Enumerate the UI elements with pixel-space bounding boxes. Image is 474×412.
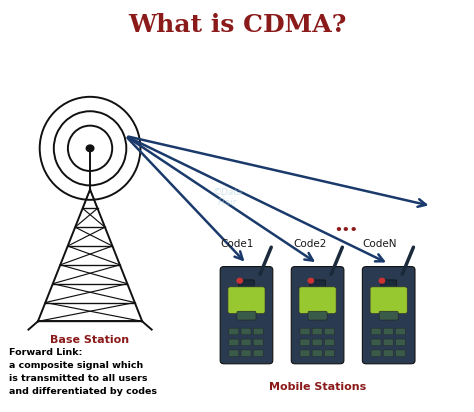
Circle shape	[237, 279, 242, 283]
Circle shape	[379, 279, 384, 283]
FancyBboxPatch shape	[395, 339, 405, 346]
FancyBboxPatch shape	[371, 339, 381, 346]
FancyBboxPatch shape	[228, 287, 265, 314]
Text: Forward Link:
a composite signal which
is transmitted to all users
and different: Forward Link: a composite signal which i…	[9, 348, 157, 396]
FancyBboxPatch shape	[312, 339, 322, 346]
Text: •••: •••	[334, 224, 358, 237]
FancyBboxPatch shape	[239, 280, 254, 289]
FancyBboxPatch shape	[308, 311, 327, 320]
FancyBboxPatch shape	[253, 350, 263, 356]
FancyBboxPatch shape	[324, 350, 334, 356]
FancyBboxPatch shape	[383, 328, 393, 335]
FancyBboxPatch shape	[324, 328, 334, 335]
Circle shape	[86, 145, 94, 152]
Text: CodeN: CodeN	[362, 239, 396, 249]
FancyBboxPatch shape	[299, 287, 336, 314]
FancyBboxPatch shape	[220, 267, 273, 364]
FancyBboxPatch shape	[362, 267, 415, 364]
FancyBboxPatch shape	[229, 339, 239, 346]
FancyBboxPatch shape	[371, 350, 381, 356]
FancyBboxPatch shape	[300, 339, 310, 346]
FancyBboxPatch shape	[310, 280, 325, 289]
FancyBboxPatch shape	[312, 328, 322, 335]
FancyBboxPatch shape	[300, 350, 310, 356]
Text: What is CDMA?: What is CDMA?	[128, 13, 346, 37]
FancyBboxPatch shape	[395, 328, 405, 335]
Text: Code2: Code2	[294, 239, 327, 249]
FancyBboxPatch shape	[241, 350, 251, 356]
FancyBboxPatch shape	[370, 287, 407, 314]
Text: Mobile Stations: Mobile Stations	[269, 382, 366, 392]
FancyBboxPatch shape	[291, 267, 344, 364]
FancyBboxPatch shape	[383, 339, 393, 346]
FancyBboxPatch shape	[300, 328, 310, 335]
Text: Code1: Code1	[220, 239, 254, 249]
FancyBboxPatch shape	[312, 350, 322, 356]
FancyBboxPatch shape	[324, 339, 334, 346]
FancyBboxPatch shape	[371, 328, 381, 335]
FancyBboxPatch shape	[253, 328, 263, 335]
FancyBboxPatch shape	[381, 280, 396, 289]
FancyBboxPatch shape	[229, 350, 239, 356]
FancyBboxPatch shape	[379, 311, 398, 320]
FancyBboxPatch shape	[241, 339, 251, 346]
FancyBboxPatch shape	[383, 350, 393, 356]
Text: Base Station: Base Station	[51, 335, 129, 345]
FancyBboxPatch shape	[395, 350, 405, 356]
FancyBboxPatch shape	[237, 311, 256, 320]
FancyBboxPatch shape	[241, 328, 251, 335]
FancyBboxPatch shape	[253, 339, 263, 346]
Text: ©Data
Flair: ©Data Flair	[212, 188, 243, 208]
Circle shape	[308, 279, 313, 283]
FancyBboxPatch shape	[229, 328, 239, 335]
